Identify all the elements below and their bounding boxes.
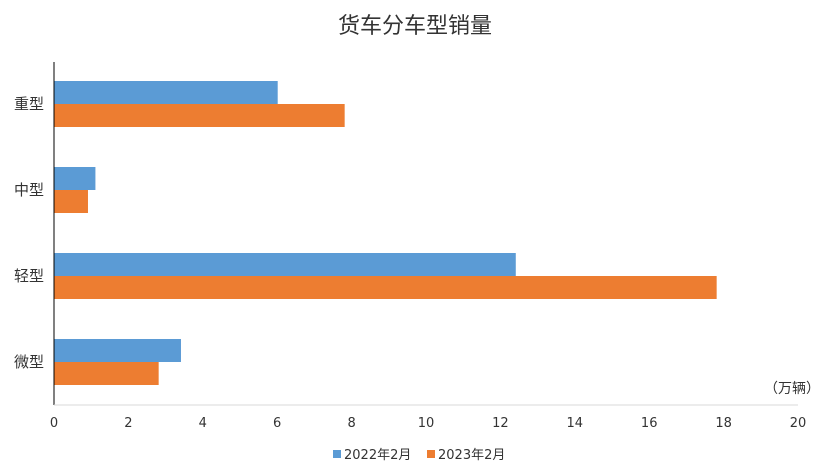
x-tick-label: 4 — [199, 416, 207, 431]
chart-title: 货车分车型销量 — [338, 14, 492, 39]
bars-group — [54, 81, 717, 385]
x-tick-label: 8 — [347, 416, 355, 431]
category-label: 中型 — [14, 181, 44, 199]
x-tick-label: 16 — [641, 416, 658, 431]
unit-label: （万辆） — [764, 381, 820, 397]
bar-series2-4 — [54, 362, 159, 385]
x-tick-label: 6 — [273, 416, 281, 431]
x-tick-label: 20 — [790, 416, 807, 431]
category-label: 重型 — [14, 95, 44, 113]
legend-swatch — [427, 450, 435, 458]
bar-series1-2 — [54, 167, 96, 190]
bar-series2-1 — [54, 104, 345, 127]
x-tick-label: 14 — [567, 416, 584, 431]
category-label: 轻型 — [14, 267, 44, 285]
x-tick-label: 12 — [492, 416, 509, 431]
x-tick-label: 18 — [715, 416, 732, 431]
legend-label: 2022年2月 — [344, 448, 411, 463]
bar-series2-3 — [54, 276, 717, 299]
category-label: 微型 — [14, 353, 44, 371]
bar-series1-1 — [54, 81, 278, 104]
legend-swatch — [333, 450, 341, 458]
x-tick-labels: 0 2 4 6 8 10 12 14 16 18 20 — [50, 416, 806, 431]
bar-series1-3 — [54, 253, 516, 276]
x-tick-label: 10 — [418, 416, 435, 431]
legend: 2022年2月 2023年2月 — [333, 448, 505, 463]
bar-series1-4 — [54, 339, 181, 362]
bar-series2-2 — [54, 190, 88, 213]
legend-label: 2023年2月 — [438, 448, 505, 463]
x-tick-label: 0 — [50, 416, 58, 431]
x-tick-label: 2 — [124, 416, 132, 431]
